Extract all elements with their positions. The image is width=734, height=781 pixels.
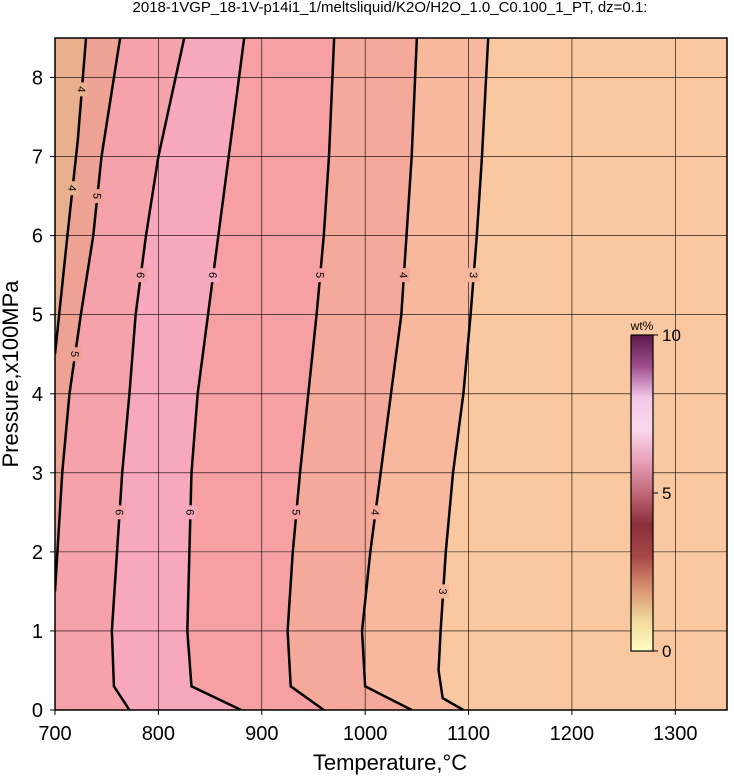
chart-title: 2018-1VGP_18-1V-p14i1_1/meltsliquid/K2O/… [133, 0, 648, 16]
contour-label-bg [207, 268, 220, 283]
contour-label-bg [184, 505, 197, 520]
contour-line [437, 38, 490, 710]
x-tick-label: 900 [245, 723, 278, 745]
y-tick-label: 0 [32, 700, 43, 722]
x-axis-label: Temperature,°C [313, 750, 467, 775]
contour-label-bg [437, 584, 450, 599]
contour-label-bg [369, 505, 382, 520]
contour-label-bg [290, 505, 303, 520]
contour-label: 6 [183, 509, 195, 515]
plot-area: 3 3 4 4 5 5 6 6 6 6 5 5 4 4 [55, 38, 727, 710]
y-axis-label: Pressure,x100MPa [0, 280, 23, 468]
contour-label-bg [397, 268, 410, 283]
contour-line [110, 38, 186, 710]
contour-label-bg [75, 82, 88, 97]
colorbar-label: wt% [630, 319, 654, 333]
contour-label-bg [66, 181, 79, 196]
contour-label: 5 [68, 350, 81, 358]
contour-label: 3 [436, 588, 448, 595]
contour-label: 5 [313, 271, 326, 278]
contour-label: 5 [289, 509, 302, 516]
contour-line [55, 38, 122, 592]
y-tick-label: 4 [32, 384, 43, 406]
contour-label: 5 [90, 192, 103, 199]
contour-label-bg [467, 268, 480, 283]
y-tick-label: 3 [32, 463, 43, 485]
contour-line [186, 38, 246, 710]
contour-label: 3 [466, 272, 478, 279]
contour-label: 4 [65, 184, 78, 191]
plot-frame [54, 37, 728, 711]
contour-label-bg [314, 268, 327, 283]
y-tick-label: 5 [32, 305, 43, 327]
y-tick-label: 2 [32, 542, 43, 564]
contour-label-bg [91, 189, 104, 204]
contour-label-bg [134, 268, 147, 283]
colorbar-tick-label: 10 [662, 326, 681, 345]
contour-label: 6 [112, 509, 124, 516]
contour-label: 4 [75, 86, 87, 93]
colorbar-tick-label: 0 [662, 642, 671, 661]
x-tick-label: 1000 [343, 723, 388, 745]
x-tick-label: 1100 [447, 723, 490, 745]
y-tick-label: 6 [32, 226, 43, 248]
contour-label: 4 [397, 272, 409, 279]
colorbar [630, 334, 654, 652]
x-tick-label: 1200 [550, 723, 595, 745]
axes: 700 800 900 1000 1100 1200 1300 0 1 2 3 4 5 6 7 8 wt% 0 5 1… [32, 37, 728, 745]
y-tick-label: 1 [32, 621, 43, 643]
contour-line [286, 38, 336, 710]
contour-line [360, 38, 419, 710]
contour-label: 4 [368, 508, 381, 516]
y-tick-label: 7 [32, 147, 43, 169]
contour-label: 6 [206, 271, 219, 279]
contour-label-bg [113, 505, 126, 520]
x-tick-label: 1300 [653, 723, 698, 745]
contour-label: 6 [133, 271, 146, 279]
x-tick-label: 800 [142, 723, 175, 745]
colorbar-tick-label: 5 [662, 484, 671, 503]
x-tick-label: 700 [38, 723, 71, 745]
contour-label-bg [69, 347, 82, 362]
y-tick-label: 8 [32, 68, 43, 90]
